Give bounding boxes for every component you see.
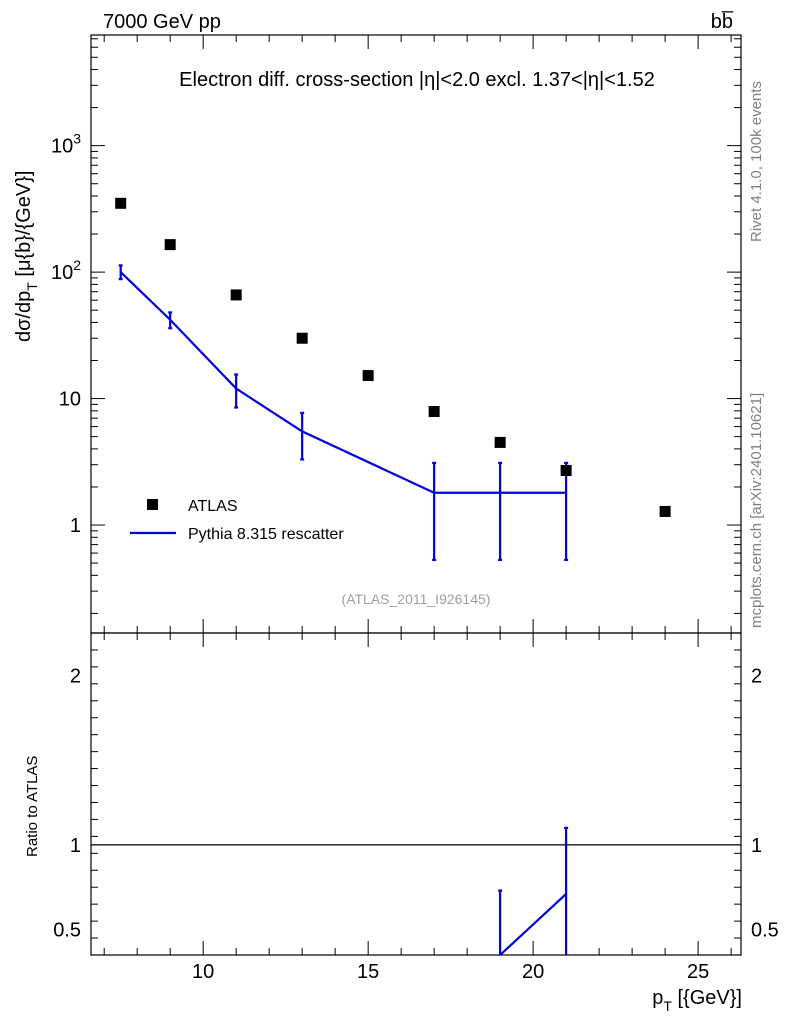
pythia-series <box>118 264 569 561</box>
ratio-y-tick-label-right: 1 <box>751 835 762 857</box>
ratio-y-tick-label-right: 0.5 <box>751 920 779 942</box>
main-ticks <box>91 35 741 633</box>
ratio-ticks <box>91 632 741 956</box>
y-tick-label: 103 <box>51 131 81 158</box>
atlas-marker <box>560 464 572 476</box>
main-frame <box>90 34 742 634</box>
ratio-y-tick-label-right: 2 <box>751 665 762 687</box>
x-tick-label: 25 <box>687 961 709 983</box>
ratio-y-tick-label-left: 2 <box>70 665 81 687</box>
pythia-line <box>119 271 567 494</box>
atlas-marker <box>164 239 176 251</box>
ratio-y-axis-title: Ratio to ATLAS <box>24 756 41 857</box>
atlas-series <box>115 197 671 517</box>
ratio-y-tick-label-left: 0.5 <box>53 920 81 942</box>
ratio-pythia-series <box>91 826 741 956</box>
ratio-frame <box>90 632 742 956</box>
y-tick-label: 1 <box>70 515 81 537</box>
legend-atlas-label: ATLAS <box>188 498 238 515</box>
ratio-panel: 0.5 0.5 1 1 2 2 <box>53 632 779 956</box>
x-tick-label: 10 <box>192 961 214 983</box>
atlas-marker <box>494 436 506 448</box>
y-tick-label: 102 <box>51 257 81 284</box>
energy-label: 7000 GeV pp <box>103 11 221 33</box>
atlas-marker <box>115 197 127 209</box>
analysis-id-label: (ATLAS_2011_I926145) <box>342 591 491 607</box>
atlas-marker <box>362 370 374 382</box>
x-axis-title: pT [{GeV}] <box>652 987 742 1014</box>
atlas-marker <box>659 505 671 517</box>
rivet-version-label: Rivet 4.1.0, 100k events <box>748 81 765 242</box>
x-tick-labels: 10 15 20 25 <box>192 961 709 983</box>
atlas-marker <box>428 406 440 418</box>
mcplots-label: mcplots.cern.ch [arXiv:2401.10621] <box>748 393 765 628</box>
legend-atlas-marker <box>147 499 158 510</box>
ratio-y-tick-label-left: 1 <box>70 835 81 857</box>
atlas-marker <box>230 289 242 301</box>
legend: ATLAS Pythia 8.315 rescatter <box>130 498 344 543</box>
main-panel: 1 10 102 103 ATLAS Pythia 8.315 rescatter <box>51 34 742 634</box>
ratio-pythia-line <box>499 893 567 956</box>
x-tick-label: 20 <box>522 961 544 983</box>
atlas-marker <box>296 332 308 344</box>
main-y-axis-title: dσ/dpT [μ{b}/{GeV}] <box>13 171 40 342</box>
y-tick-label: 10 <box>59 389 81 411</box>
legend-pythia-label: Pythia 8.315 rescatter <box>188 526 344 543</box>
process-label: bb̅ <box>711 10 734 33</box>
x-tick-label: 15 <box>357 961 379 983</box>
ratio-y-tick-labels: 0.5 0.5 1 1 2 2 <box>53 665 779 941</box>
plot-title: Electron diff. cross-section |η|<2.0 exc… <box>179 69 655 91</box>
main-y-tick-labels: 1 10 102 103 <box>51 131 81 537</box>
